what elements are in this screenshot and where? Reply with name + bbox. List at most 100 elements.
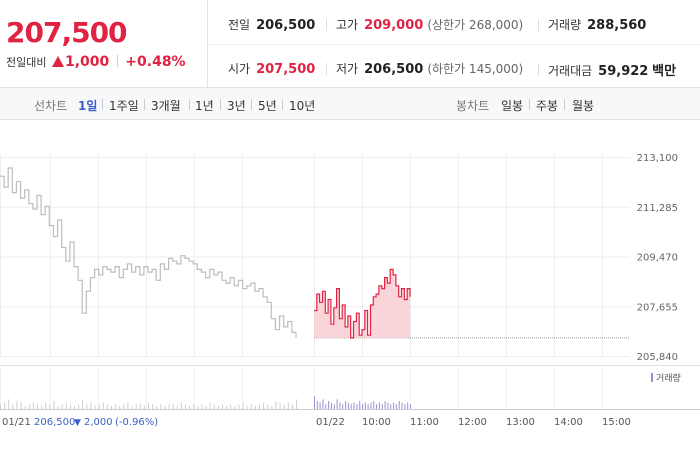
low-label: 저가 xyxy=(336,62,359,76)
volume-bar xyxy=(370,402,372,409)
volume-bar xyxy=(98,404,100,409)
price-chart: 213,100 211,285 209,470 207,655 205,840 01/2… xyxy=(0,153,700,428)
volume-bar xyxy=(49,404,51,409)
volume-bar xyxy=(131,405,133,409)
price-change: 전일대비 1,000 +0.48% xyxy=(6,54,186,70)
volume-bar xyxy=(12,404,14,409)
low-price: 저가 206,500 (하한가 145,000) xyxy=(336,60,523,77)
y-tick-label: 213,100 xyxy=(637,153,678,164)
x-tick-label: 01/22 xyxy=(316,417,345,428)
volume-bar xyxy=(148,402,149,409)
prev-day-change: 2,000 xyxy=(84,417,113,428)
high-label: 고가 xyxy=(336,18,359,32)
price-series xyxy=(0,167,411,339)
volume-bar xyxy=(314,396,315,409)
divider xyxy=(116,55,118,67)
volume-bar xyxy=(325,404,327,409)
volume-bar xyxy=(356,404,358,409)
volume-bar xyxy=(398,401,400,409)
tab-5y[interactable]: 5년 xyxy=(258,99,277,113)
volume-bar xyxy=(135,404,137,409)
volume-bar xyxy=(180,402,182,409)
divider xyxy=(102,99,103,110)
tab-1y[interactable]: 1년 xyxy=(195,99,214,113)
tab-weekly-candle[interactable]: 주봉 xyxy=(536,99,559,113)
tab-10y[interactable]: 10년 xyxy=(289,99,316,113)
price-box: 207,500 전일대비 1,000 +0.48% xyxy=(0,0,208,88)
series-area-0122 xyxy=(314,269,410,338)
volume-bar xyxy=(119,405,121,409)
volume-bar xyxy=(410,404,411,409)
divider xyxy=(209,44,700,45)
volume-bar xyxy=(217,405,219,409)
volume-bar xyxy=(275,401,277,409)
volume-bar xyxy=(384,401,386,409)
volume-bar xyxy=(263,402,265,409)
volume-bar xyxy=(111,405,112,409)
x-tick-label: 14:00 xyxy=(554,417,583,428)
volume-bar xyxy=(347,402,349,409)
volume-bar xyxy=(127,402,129,409)
volume-bar xyxy=(16,401,18,409)
divider xyxy=(529,99,530,110)
tab-daily-candle[interactable]: 일봉 xyxy=(501,99,524,113)
up-triangle-icon xyxy=(51,56,64,67)
divider xyxy=(189,99,190,110)
tab-1d[interactable]: 1일 xyxy=(78,99,98,113)
volume-bar xyxy=(254,405,256,409)
x-tick-label: 10:00 xyxy=(362,417,391,428)
volume-bar xyxy=(143,405,145,409)
volume-bar xyxy=(172,404,174,409)
open-price: 시가 207,500 xyxy=(228,60,315,77)
volume-bar xyxy=(287,402,289,409)
divider xyxy=(326,19,327,31)
upper-limit: (상한가 268,000) xyxy=(427,18,524,32)
quote-panel: 207,500 전일대비 1,000 +0.48% 전일 206,500 고가 20… xyxy=(0,0,700,88)
volume-bar xyxy=(296,399,297,409)
prev-close: 전일 206,500 xyxy=(228,16,315,33)
chart-period-tabs: 선차트 1일 1주일 3개월 1년 3년 5년 10년 봉차트 일봉 주봉 월봉 xyxy=(0,88,700,120)
series-line-0122 xyxy=(314,268,411,339)
volume-bar xyxy=(333,404,335,409)
volume: 거래량 288,560 xyxy=(548,16,646,33)
prev-day-date: 01/21 xyxy=(2,417,31,428)
volume-bar xyxy=(69,404,71,409)
high-price: 고가 209,000 (상한가 268,000) xyxy=(336,16,523,33)
x-tick-label: 15:00 xyxy=(602,417,631,428)
amount-unit: 백만 xyxy=(652,64,677,79)
volume-bar xyxy=(185,404,186,409)
volume-bar xyxy=(345,401,347,409)
prev-day-summary: 01/21 206,500 ▼ 2,000 (-0.96%) xyxy=(2,417,158,428)
volume-label: 거래량 xyxy=(548,18,582,32)
volume-bar xyxy=(37,404,38,409)
divider xyxy=(564,99,565,110)
divider xyxy=(538,19,539,31)
volume-bar xyxy=(0,404,1,409)
tab-3y[interactable]: 3년 xyxy=(227,99,246,113)
volume-bar xyxy=(164,405,166,409)
volume-bar xyxy=(156,405,158,409)
volume-bar xyxy=(364,402,366,409)
high-value: 209,000 xyxy=(364,18,424,33)
volume-bar xyxy=(342,404,344,409)
volume-bar xyxy=(45,402,47,409)
y-axis-labels: 213,100 211,285 209,470 207,655 205,840 xyxy=(637,153,678,363)
x-tick-label: 13:00 xyxy=(506,417,535,428)
change-amount: 1,000 xyxy=(64,54,110,70)
volume-bar xyxy=(350,404,352,409)
volume-bar xyxy=(82,399,84,409)
volume-bar xyxy=(24,405,26,409)
volume-bar xyxy=(20,402,22,409)
volume-bar xyxy=(316,401,318,409)
volume-bar xyxy=(234,405,236,409)
volume-bar xyxy=(53,401,55,409)
volume-bar xyxy=(86,404,88,409)
volume-bar xyxy=(193,404,195,409)
tab-1w[interactable]: 1주일 xyxy=(109,99,139,113)
volume-bar xyxy=(353,402,355,409)
volume-bar xyxy=(404,404,406,409)
prev-close-label: 전일 xyxy=(228,18,251,32)
volume-legend-label: 거래량 xyxy=(656,372,681,384)
tab-monthly-candle[interactable]: 월봉 xyxy=(572,99,595,113)
tab-3m[interactable]: 3개월 xyxy=(151,99,181,113)
